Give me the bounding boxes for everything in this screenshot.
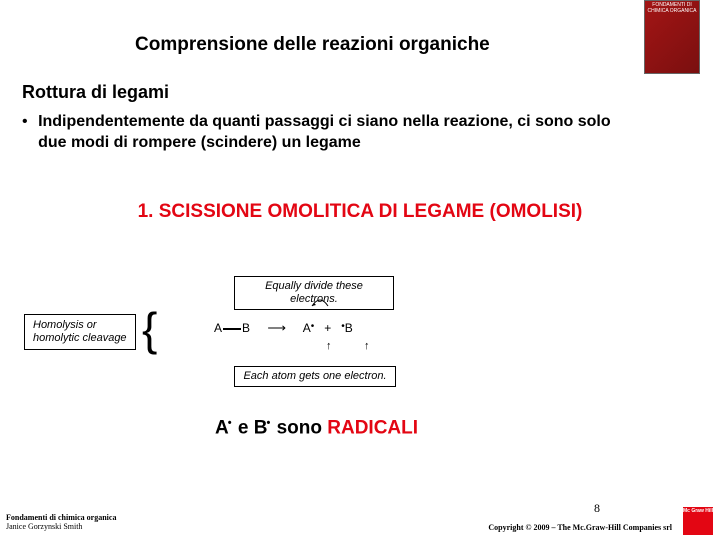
book-cover-thumb: FONDAMENTI DI CHIMICA ORGANICA — [644, 0, 700, 74]
reactant-a: A — [214, 321, 222, 335]
radical-dot-icon: • — [266, 417, 270, 429]
bullet-marker: • — [22, 112, 28, 133]
bond-line-icon — [223, 328, 241, 330]
plus-sign: + — [324, 321, 331, 335]
page-number: 8 — [594, 501, 600, 516]
radical-dot-icon: • — [341, 321, 345, 332]
brace-icon: { — [142, 306, 157, 352]
mcgraw-hill-logo: Mc Graw Hill — [682, 506, 714, 536]
reaction-arrow-icon: ⟶ — [267, 320, 286, 336]
radicals-mid: e — [233, 417, 254, 438]
curved-arrow-icon — [310, 294, 330, 308]
bullet-item: • Indipendentemente da quanti passaggi c… — [22, 112, 657, 154]
section-subheading: Rottura di legami — [22, 82, 169, 103]
bullet-text: Indipendentemente da quanti passaggi ci … — [32, 112, 642, 154]
reaction-equation: AB ⟶ A• + •B — [214, 320, 353, 336]
page-title: Comprensione delle reazioni organiche — [135, 34, 490, 56]
footer-book-title: Fondamenti di chimica organica — [6, 513, 116, 523]
footer-left: Fondamenti di chimica organica Janice Go… — [6, 513, 116, 532]
product-b: B — [345, 321, 353, 335]
homolysis-label-box: Homolysis or homolytic cleavage — [24, 314, 136, 350]
scission-heading: 1. SCISSIONE OMOLITICA DI LEGAME (OMOLIS… — [120, 200, 600, 224]
reactant-b: B — [242, 321, 250, 335]
bottom-annotation-box: Each atom gets one electron. — [234, 366, 396, 387]
radicals-word: RADICALI — [327, 417, 418, 438]
book-cover-label: FONDAMENTI DI CHIMICA ORGANICA — [645, 1, 699, 16]
up-arrow-icon: ↑ — [364, 340, 370, 352]
up-arrow-icon: ↑ — [326, 340, 332, 352]
mcgraw-hill-logo-text: Mc Graw Hill — [683, 507, 713, 514]
radical-a: A — [215, 417, 229, 438]
footer-author: Janice Gorzynski Smith — [6, 522, 116, 532]
radical-dot-icon: • — [228, 417, 232, 429]
homolysis-diagram: Homolysis or homolytic cleavage { Equall… — [24, 276, 554, 396]
radical-dot-icon: • — [311, 321, 315, 332]
footer-copyright: Copyright © 2009 – The Mc.Graw-Hill Comp… — [488, 523, 672, 532]
radicals-suffix: sono — [271, 417, 327, 438]
radicals-statement: A• e B• sono RADICALI — [215, 417, 418, 439]
product-a: A — [303, 321, 311, 335]
